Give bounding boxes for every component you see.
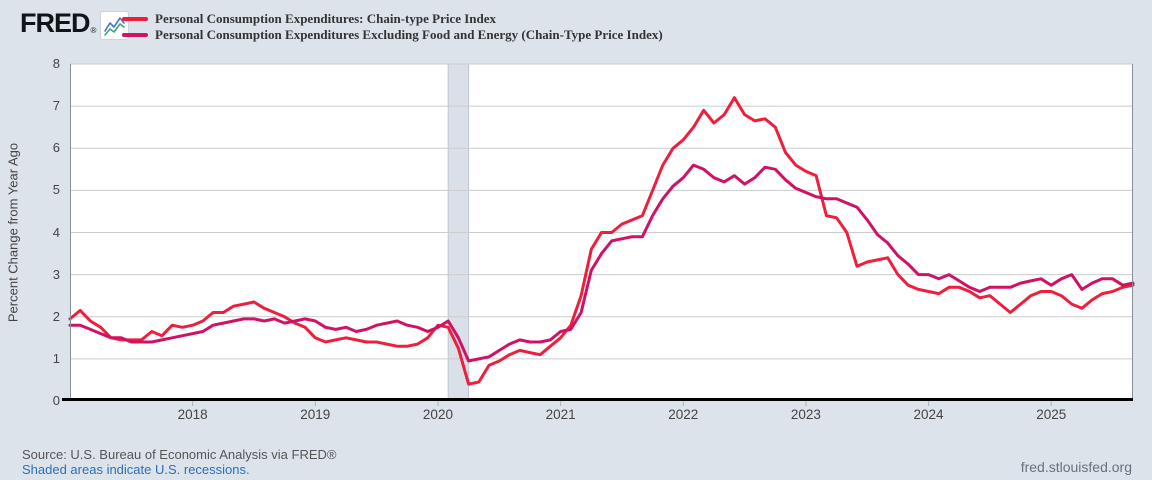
y-tick-label-5: 5 [52,182,60,198]
legend-item-pce: Personal Consumption Expenditures: Chain… [122,11,663,27]
x-tick-label-2020: 2020 [422,407,453,422]
x-tick-label-2025: 2025 [1036,407,1067,422]
x-tick-label-2019: 2019 [300,407,331,422]
y-tick-label-7: 7 [52,98,60,114]
y-tick-label-8: 8 [52,56,60,71]
core-pce-series-label: Personal Consumption Expenditures Exclud… [155,27,663,42]
y-tick-label-4: 4 [52,224,60,240]
pce-line [68,96,1135,386]
x-tick-label-2022: 2022 [668,407,699,422]
legend: Personal Consumption Expenditures: Chain… [122,11,663,43]
fred-sparkline-icon [100,11,130,40]
x-tick-label-2021: 2021 [545,407,576,422]
recession-note-link[interactable]: Shaded areas indicate U.S. recessions. [22,462,250,477]
fred-logo: FRED ® [20,8,130,40]
x-tick-label-2018: 2018 [177,407,208,422]
x-tick-label-2023: 2023 [790,407,821,422]
y-tick-label-1: 1 [52,350,60,366]
pce-line-swatch [122,17,148,21]
fred-logo-text: FRED [20,8,90,38]
core-pce-line-swatch [122,33,148,37]
x-tick-label-2024: 2024 [913,407,944,422]
source-attribution: Source: U.S. Bureau of Economic Analysis… [22,447,337,462]
y-tick-label-2: 2 [52,308,60,324]
pce-series-label: Personal Consumption Expenditures: Chain… [155,11,497,26]
y-tick-label-0: 0 [52,393,60,408]
fred-site-link[interactable]: fred.stlouisfed.org [1020,459,1132,475]
y-tick-label-6: 6 [52,140,60,156]
registered-trademark: ® [90,26,97,35]
core-pce-line [68,163,1135,363]
y-tick-label-3: 3 [52,266,60,282]
legend-item-core-pce: Personal Consumption Expenditures Exclud… [122,27,663,43]
plot-area[interactable] [62,63,1135,406]
